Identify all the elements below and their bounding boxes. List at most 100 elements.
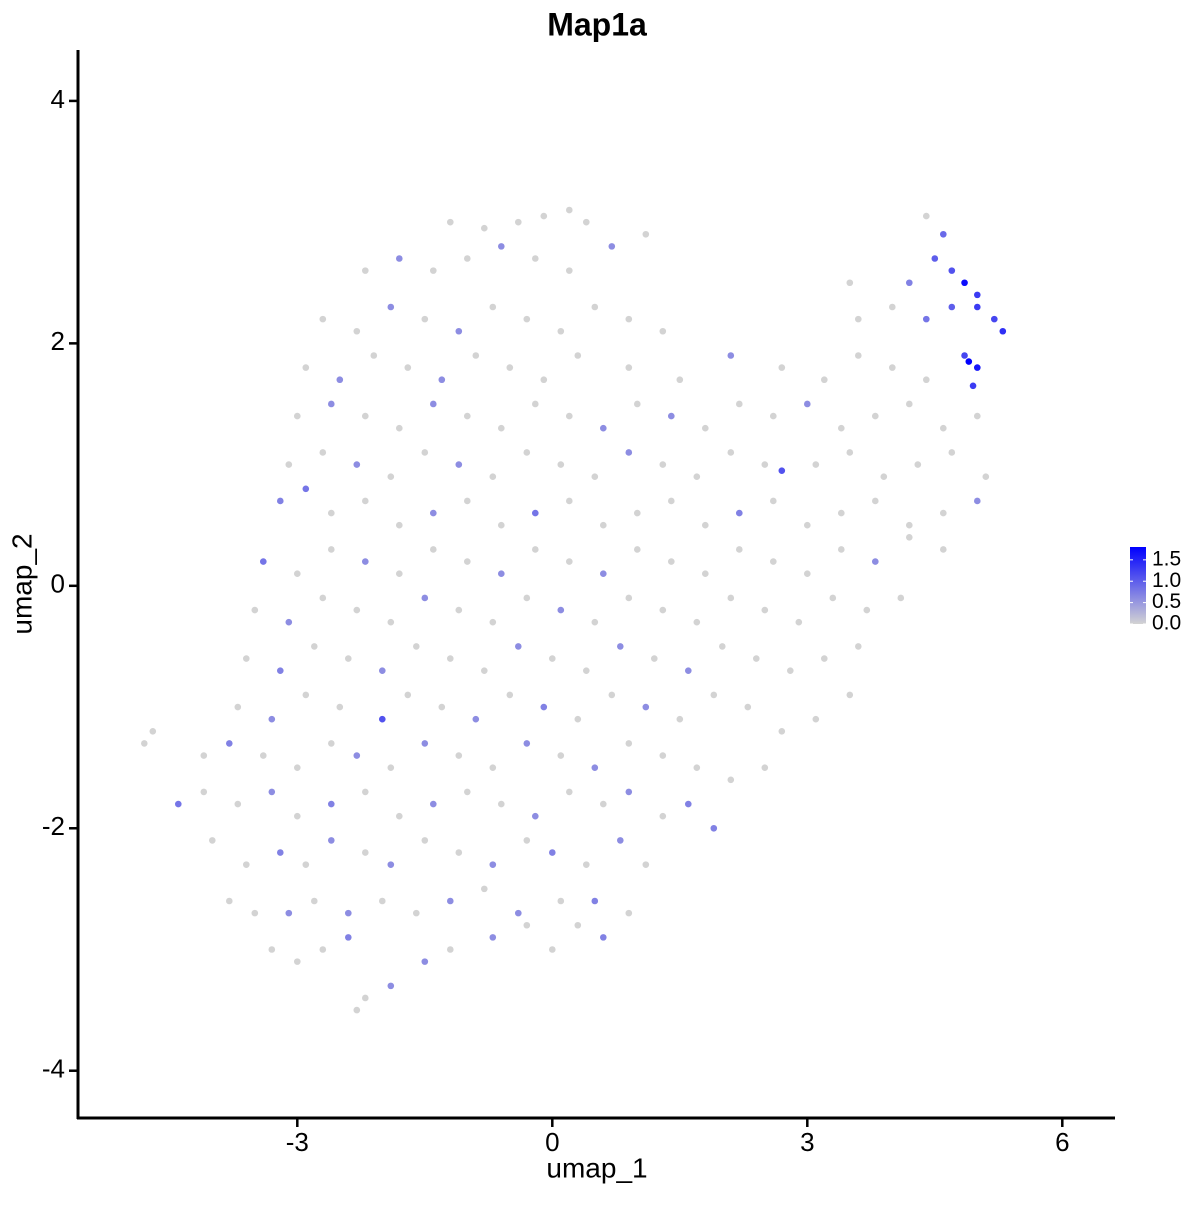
point (277, 849, 284, 856)
point (447, 655, 454, 662)
point (940, 424, 947, 432)
point (566, 788, 573, 796)
point (285, 618, 293, 626)
point (727, 449, 735, 456)
point (285, 461, 293, 468)
point (472, 715, 480, 723)
point (761, 606, 769, 614)
point (642, 230, 650, 238)
point (634, 400, 641, 408)
point (583, 218, 590, 226)
point (855, 315, 862, 323)
point (583, 667, 590, 674)
point (940, 546, 947, 553)
point (523, 449, 531, 456)
point (464, 788, 471, 796)
point (421, 958, 429, 965)
y-tick-label: -2 (42, 811, 65, 841)
point (961, 352, 968, 359)
point (846, 691, 854, 699)
point (515, 909, 522, 917)
point (328, 800, 335, 808)
chart-title: Map1a (547, 6, 647, 42)
point (421, 740, 429, 747)
point (719, 643, 726, 650)
y-axis-label: umap_2 (6, 533, 37, 634)
point (948, 449, 956, 456)
point (974, 497, 981, 505)
colorbar (1130, 547, 1146, 624)
point (566, 267, 573, 274)
point (974, 291, 981, 299)
point (387, 861, 395, 868)
point (268, 788, 276, 796)
point (387, 764, 395, 771)
point (362, 849, 369, 856)
point (659, 461, 667, 468)
point (829, 594, 837, 602)
point (268, 715, 276, 723)
point (974, 364, 981, 371)
point (498, 800, 505, 808)
y-tick-label: 2 (51, 326, 65, 356)
point (345, 909, 352, 917)
point (413, 643, 420, 650)
point (549, 849, 556, 856)
x-axis-label: umap_1 (546, 1152, 647, 1183)
point (489, 473, 497, 481)
point (413, 909, 420, 917)
point (804, 570, 811, 577)
colorbar-label: 1.5 (1152, 547, 1181, 570)
point (727, 352, 735, 359)
point (889, 303, 896, 311)
point (438, 376, 446, 384)
point (574, 921, 582, 929)
point (617, 643, 624, 650)
point (430, 509, 437, 517)
point (846, 449, 854, 456)
point (795, 618, 803, 626)
point (506, 364, 514, 371)
y-tick-label: -4 (42, 1054, 65, 1084)
point (676, 715, 684, 723)
point (396, 521, 403, 529)
point (897, 594, 905, 602)
point (319, 946, 327, 953)
point (234, 800, 242, 808)
point (668, 558, 675, 565)
point (812, 461, 820, 468)
point (872, 412, 879, 420)
point (498, 521, 505, 529)
point (770, 558, 777, 565)
point (294, 764, 301, 771)
colorbar-label: 0.0 (1152, 612, 1181, 635)
point (838, 509, 845, 517)
point (294, 412, 301, 420)
point (608, 243, 616, 250)
point (540, 376, 548, 384)
point (387, 303, 395, 311)
point (455, 849, 463, 856)
point (778, 467, 786, 474)
point (600, 570, 607, 577)
point (761, 764, 769, 771)
point (532, 255, 539, 262)
point (379, 715, 386, 723)
point (821, 655, 828, 662)
point (455, 461, 463, 468)
point (455, 606, 463, 614)
point (923, 315, 930, 323)
point (974, 412, 981, 420)
point (906, 521, 913, 529)
point (642, 861, 650, 868)
point (540, 703, 548, 711)
point (277, 497, 284, 505)
point (753, 655, 760, 662)
point (659, 812, 667, 820)
point (778, 727, 786, 735)
point (625, 909, 633, 917)
point (906, 400, 913, 408)
point (557, 752, 565, 759)
point (634, 509, 641, 517)
point (455, 752, 463, 759)
